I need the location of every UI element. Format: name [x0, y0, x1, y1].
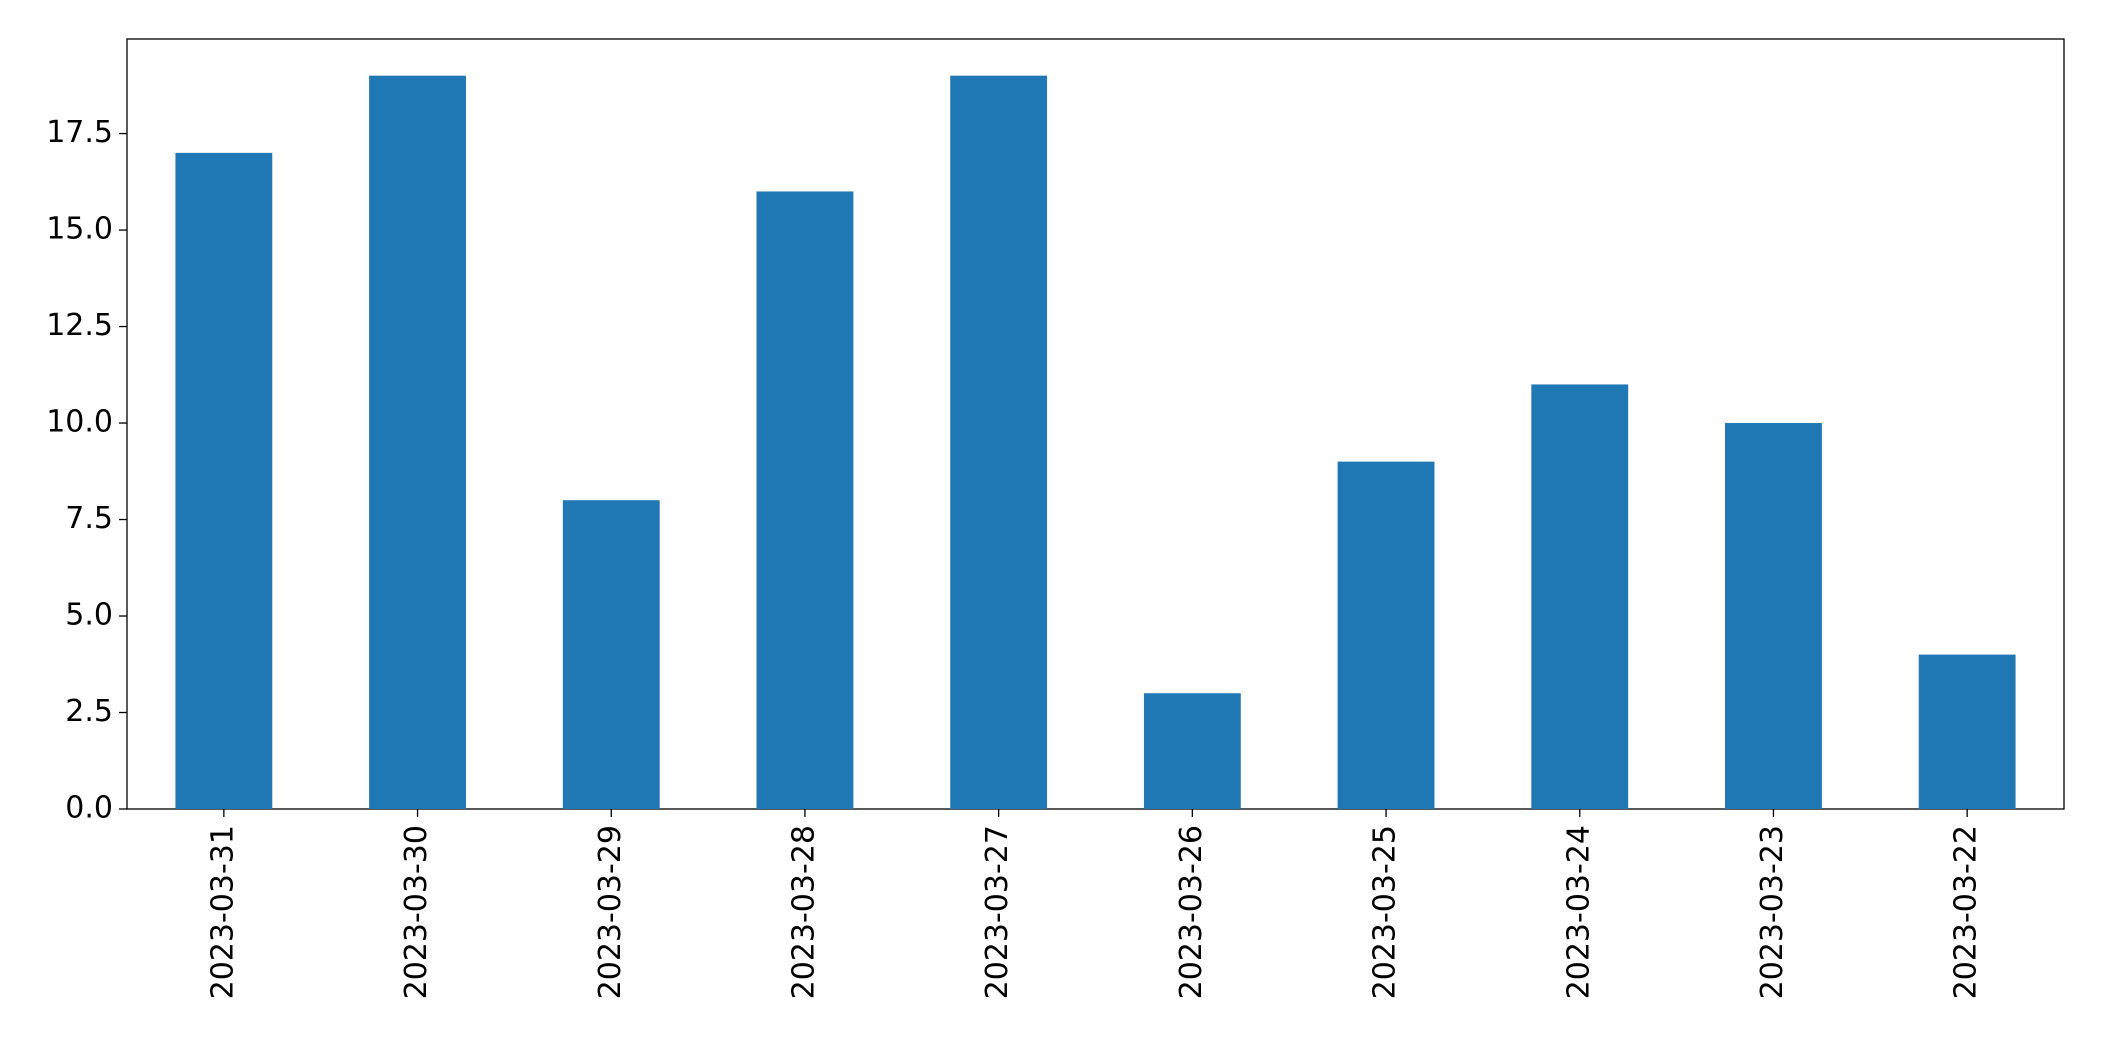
y-tick-label: 10.0 [46, 405, 113, 440]
bar [175, 152, 273, 810]
bar [950, 75, 1048, 809]
x-tick-label: 2023-03-25 [1368, 825, 1403, 999]
bar [1531, 384, 1629, 809]
y-tick-label: 0.0 [65, 791, 113, 826]
y-tick-label: 7.5 [65, 501, 113, 536]
bar [1918, 654, 2016, 809]
x-tick-label: 2023-03-22 [1949, 825, 1984, 999]
x-tick-label: 2023-03-27 [980, 825, 1015, 999]
bar [1337, 461, 1435, 809]
plot-frame [126, 38, 2065, 810]
bar [369, 75, 466, 809]
y-tick-label: 12.5 [46, 308, 113, 343]
bar [1143, 693, 1241, 809]
x-tick-label: 2023-03-30 [399, 825, 434, 999]
y-tick-label: 15.0 [46, 212, 113, 247]
x-tick-label: 2023-03-28 [786, 825, 821, 999]
x-tick-label: 2023-03-23 [1755, 825, 1790, 999]
y-tick-label: 17.5 [46, 115, 113, 150]
x-tick-label: 2023-03-26 [1174, 825, 1209, 999]
bar [1725, 423, 1822, 809]
x-tick-label: 2023-03-29 [593, 825, 628, 999]
bar [756, 191, 854, 809]
y-tick-label: 2.5 [65, 694, 113, 729]
y-tick-label: 5.0 [65, 598, 113, 633]
bar [562, 500, 660, 809]
x-tick-label: 2023-03-31 [205, 825, 240, 999]
x-tick-label: 2023-03-24 [1561, 825, 1596, 999]
